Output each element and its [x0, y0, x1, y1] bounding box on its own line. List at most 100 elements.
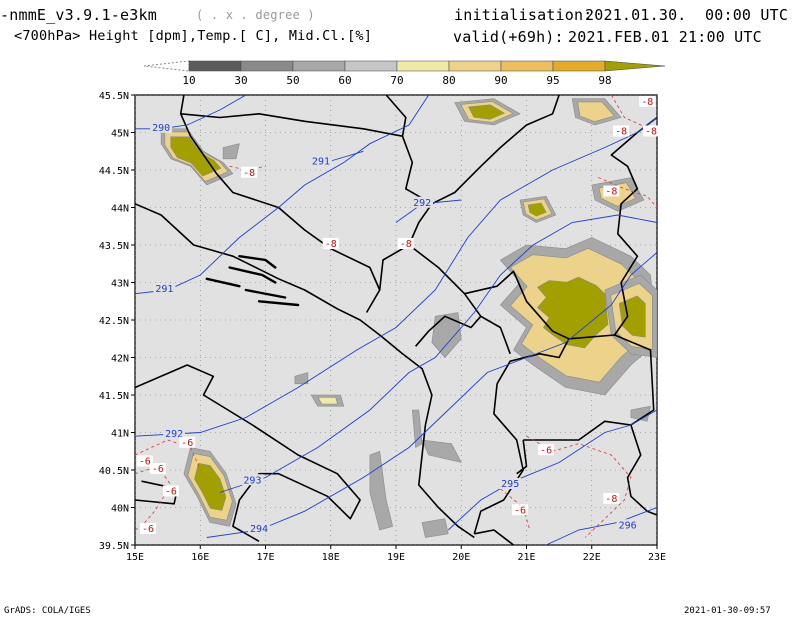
temperature-label: -6 [181, 438, 193, 449]
border-line [610, 116, 657, 336]
footer-credit: GrADS: COLA/IGES [4, 606, 91, 616]
tick-label-lat: 39.5N [99, 541, 129, 552]
isotherm-line [598, 177, 657, 208]
island [244, 288, 287, 299]
contour-label-bg [247, 523, 270, 534]
colorbar-swatch [240, 60, 294, 72]
temp-label-bg [149, 463, 166, 474]
island [205, 277, 241, 288]
cloud-patch [317, 397, 338, 405]
temperature-label: -8 [615, 127, 627, 138]
cloud-patch [421, 439, 462, 463]
island [257, 300, 300, 307]
temp-label-bg [397, 238, 414, 249]
colorbar: 10 30 50 60 70 80 90 95 98 [143, 60, 666, 87]
isotherm-line [229, 165, 266, 171]
tick-label-lat: 44.5N [99, 166, 129, 177]
colorbar-level-label: 60 [338, 74, 351, 87]
country-borders [135, 95, 657, 545]
tick-label-lat: 45N [111, 129, 129, 140]
colorbar-level-label: 95 [546, 74, 559, 87]
colorbar-swatch [500, 60, 554, 72]
colorbar-high-arrow [604, 60, 666, 72]
cloud-patch [421, 518, 449, 538]
colorbar-level-label: 98 [598, 74, 611, 87]
height-contours [135, 95, 657, 545]
init-label: initialisation: [454, 6, 593, 24]
height-contour [206, 252, 657, 538]
temperature-label: -6 [514, 505, 526, 516]
height-contour-label: 292 [413, 198, 431, 209]
cloud-patch [527, 202, 547, 217]
colorbar-level-label: 80 [442, 74, 455, 87]
colorbar-swatch [396, 60, 450, 72]
height-contour-label: 291 [155, 284, 173, 295]
tick-label-lon: 20E [452, 552, 470, 563]
footer-timestamp: 2021-01-30-09:57 [684, 606, 771, 616]
contour-label-bg [411, 196, 434, 208]
temperature-label: -6 [142, 524, 154, 535]
temperature-label: -8 [243, 168, 255, 179]
contour-label-bg [616, 519, 639, 531]
tick-label-lon: 23E [648, 552, 666, 563]
colorbar-swatch [188, 60, 242, 72]
height-contour [219, 214, 657, 493]
valid-value: 2021.FEB.01 21:00 UTC [568, 28, 762, 46]
tick-label-lat: 42N [111, 354, 129, 365]
tick-label-lat: 40N [111, 504, 129, 515]
colorbar-level-label: 50 [286, 74, 299, 87]
isotherm-line [135, 439, 201, 471]
border-line [135, 364, 361, 542]
temp-label-bg [613, 125, 630, 137]
temperature-label: -8 [400, 239, 412, 250]
colorbar-level-label: 70 [390, 74, 403, 87]
tick-label-lat: 42.5N [99, 316, 129, 327]
temp-label-bg [603, 185, 620, 197]
temp-label-bg [643, 125, 659, 137]
tick-label-lat: 43.5N [99, 241, 129, 252]
tick-label-lon: 21E [517, 552, 535, 563]
colorbar-swatch [344, 60, 398, 72]
border-line [480, 315, 511, 355]
height-contour-label: 293 [243, 475, 261, 486]
colorbar-low-arrow [143, 60, 190, 72]
temp-label-bg [538, 444, 555, 456]
contour-labels: 290 291 291 292 292 293 294 295 296 -8 -8 -8 -8 -8 -8 -… [136, 96, 659, 535]
cloud-patch [468, 104, 505, 120]
tick-label-lat: 45.5N [99, 91, 129, 102]
temp-label-bg [179, 436, 196, 448]
contour-label-bg [153, 283, 176, 294]
contour-label-bg [309, 155, 332, 167]
temp-label-bg [241, 166, 258, 178]
temp-label-bg [140, 523, 157, 534]
cloud-patch [222, 143, 240, 160]
border-line [516, 439, 528, 475]
height-contour [135, 117, 657, 437]
contour-label-bg [241, 474, 264, 486]
height-contour-label: 292 [165, 429, 183, 440]
height-contour [330, 150, 364, 162]
height-contour-label: 296 [619, 520, 637, 531]
island [238, 255, 277, 269]
cloud-patch [170, 136, 222, 177]
height-contour-label: 294 [250, 524, 268, 535]
units-note: ( . x . degree ) [196, 8, 315, 22]
temp-label-bg [639, 96, 656, 107]
cloud-patch [630, 405, 651, 422]
border-line [135, 203, 475, 539]
temperature-label: -6 [540, 445, 552, 456]
model-title: -nmmE_v3.9.1-e3km [0, 6, 157, 24]
height-contour [545, 507, 657, 545]
temperature-label: -6 [139, 457, 151, 468]
colorbar-level-label: 90 [494, 74, 507, 87]
tick-label-lat: 41.5N [99, 391, 129, 402]
tick-label-lat: 40.5N [99, 466, 129, 477]
cloud-patch [194, 463, 227, 511]
colorbar-level-label: 10 [182, 74, 195, 87]
colorbar-swatch [552, 60, 606, 72]
temperature-label: -8 [605, 494, 617, 505]
contour-label-bg [499, 478, 522, 489]
temp-label-bg [136, 455, 153, 467]
tick-label-lon: 18E [322, 552, 340, 563]
